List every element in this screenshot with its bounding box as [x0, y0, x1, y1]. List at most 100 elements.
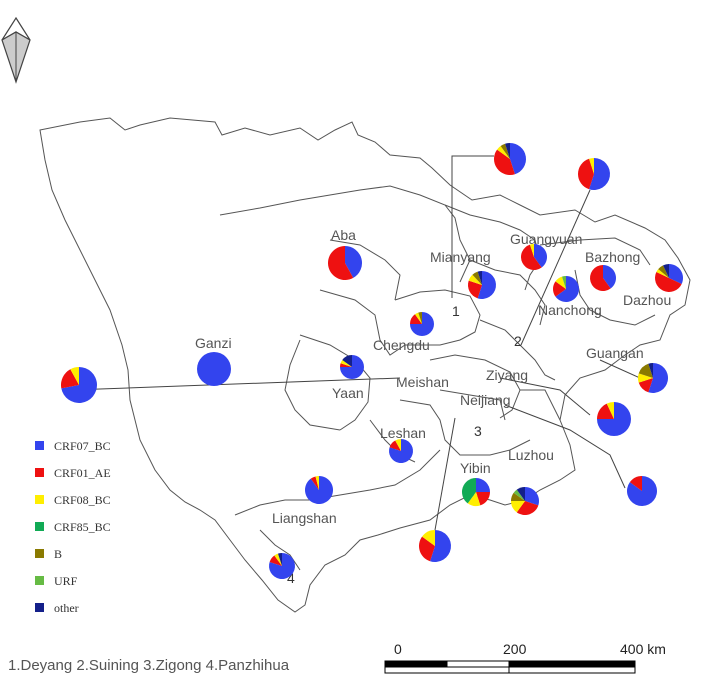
- slice-mianyang-crf01-ae: [468, 280, 482, 299]
- slice-chengdu-b: [418, 312, 422, 324]
- slice-meishan-crf08-bc: [70, 367, 79, 385]
- slice-deyang-crf07-bc: [510, 143, 526, 175]
- slice-zigong-crf07-bc: [430, 530, 451, 562]
- slice-panzhihua-crf01-ae: [269, 555, 282, 566]
- legend-item-b: B: [35, 547, 62, 561]
- slice-guangyuan-crf01-ae: [520, 244, 542, 271]
- pie-aba: [327, 246, 362, 280]
- legend-swatch-other: [35, 603, 44, 612]
- legend-swatch-urf: [35, 576, 44, 585]
- label-leshan: Leshan: [380, 425, 426, 441]
- legend-swatch-crf07-bc: [35, 441, 44, 450]
- slice-guangyuan-outer-crf07-bc: [589, 158, 611, 190]
- label-luzhou: Luzhou: [508, 447, 554, 463]
- pie-liangshan: [305, 476, 334, 505]
- leader-zigong: [434, 417, 456, 531]
- label-ziyang: Ziyang: [486, 367, 528, 383]
- legend-item-urf: URF: [35, 574, 78, 588]
- slice-dazhou-other: [663, 264, 669, 278]
- leader-guangan: [599, 359, 641, 379]
- slice-deyang-b: [500, 143, 510, 159]
- slice-bazhong-crf01-ae: [590, 265, 611, 292]
- pie-neijiang: [626, 476, 657, 506]
- leader-lines: [71, 155, 641, 531]
- label-meishan: Meishan: [396, 374, 449, 390]
- slice-luzhou-b: [511, 492, 525, 501]
- legend-label-crf01-ae: CRF01_AE: [54, 466, 111, 480]
- legend-label-urf: URF: [54, 574, 78, 588]
- slice-aba-crf07-bc: [345, 246, 362, 278]
- pie-yaan: [340, 355, 364, 379]
- scale-segment-2: [446, 660, 510, 668]
- slice-mianyang-other: [477, 271, 482, 285]
- legend-swatch-b: [35, 549, 44, 558]
- label-number-4: 4: [287, 570, 295, 586]
- slice-luzhou-other: [516, 487, 525, 501]
- pie-ziyang: [597, 402, 631, 436]
- pie-ganzi: [197, 352, 231, 386]
- label-chengdu: Chengdu: [373, 337, 430, 353]
- slice-panzhihua-crf08-bc: [274, 553, 282, 566]
- slice-yibin-crf85-bc: [462, 478, 476, 504]
- leader-meishan: [71, 377, 401, 391]
- slice-guangan-other: [648, 363, 653, 378]
- label-dazhou: Dazhou: [623, 292, 671, 308]
- pie-leshan: [389, 439, 414, 464]
- label-ganzi: Ganzi: [195, 335, 232, 351]
- label-aba: Aba: [331, 227, 356, 243]
- slice-liangshan-crf01-ae: [310, 476, 319, 490]
- slice-guangyuan-outer-crf01-ae: [578, 158, 594, 190]
- slice-luzhou-crf08-bc: [511, 501, 525, 513]
- slice-guangyuan-outer-crf08-bc: [589, 158, 594, 174]
- label-neijiang: Neijiang: [460, 392, 511, 408]
- scale-segment-4: [384, 666, 510, 674]
- legend-label-crf08-bc: CRF08_BC: [54, 493, 111, 507]
- pie-bazhong: [590, 265, 616, 292]
- slice-mianyang-crf07-bc: [477, 271, 496, 299]
- slice-liangshan-crf08-bc: [315, 476, 319, 490]
- slice-nanchong-crf01-ae: [553, 281, 566, 297]
- label-bazhong: Bazhong: [585, 249, 640, 265]
- slice-liangshan-crf07-bc: [305, 476, 334, 505]
- slice-dazhou-crf01-ae: [654, 272, 682, 292]
- legend-item-crf08-bc: CRF08_BC: [35, 493, 111, 507]
- slice-ganzi-crf07-bc: [197, 352, 231, 386]
- legend-item-other: other: [35, 601, 79, 615]
- pie-guangan: [638, 363, 669, 393]
- pie-guangyuan: [520, 244, 547, 271]
- slice-guangan-crf08-bc: [638, 373, 653, 383]
- prefecture-boundaries: [219, 185, 656, 571]
- scale-bar: 0 200 400 km: [384, 641, 666, 674]
- legend: CRF07_BC CRF01_AE CRF08_BC CRF85_BC B UR…: [35, 439, 111, 615]
- slice-deyang-crf01-ae: [493, 149, 515, 175]
- pie-nanchong: [553, 276, 580, 302]
- legend-label-crf07-bc: CRF07_BC: [54, 439, 111, 453]
- leader-suining: [520, 189, 591, 346]
- scale-segment-5: [508, 666, 636, 674]
- slice-deyang-other: [505, 143, 510, 159]
- scale-tick-400: 400 km: [620, 641, 666, 657]
- slice-ziyang-crf01-ae: [597, 403, 614, 419]
- label-number-2: 2: [514, 333, 522, 349]
- legend-item-crf85-bc: CRF85_BC: [35, 520, 111, 534]
- label-number-1: 1: [452, 303, 460, 319]
- slice-mianyang-b: [472, 271, 482, 285]
- slice-guangyuan-crf08-bc: [529, 244, 534, 257]
- slice-leshan-crf08-bc: [395, 439, 401, 451]
- pie-mianyang: [468, 271, 496, 299]
- slice-panzhihua-other: [277, 553, 282, 566]
- label-yibin: Yibin: [460, 460, 491, 476]
- slice-yaan-other: [342, 355, 352, 367]
- legend-label-crf85-bc: CRF85_BC: [54, 520, 111, 534]
- pie-deyang: [493, 143, 526, 175]
- legend-swatch-crf85-bc: [35, 522, 44, 531]
- pie-guangyuan-outer: [578, 158, 611, 190]
- slice-nanchong-crf07-bc: [555, 276, 580, 302]
- slice-yaan-crf01-ae: [340, 363, 352, 367]
- legend-swatch-crf01-ae: [35, 468, 44, 477]
- slice-bazhong-crf07-bc: [603, 265, 616, 289]
- slice-luzhou-crf01-ae: [516, 501, 539, 516]
- label-nanchong: Nanchong: [538, 302, 602, 318]
- scale-segment-1: [384, 660, 448, 668]
